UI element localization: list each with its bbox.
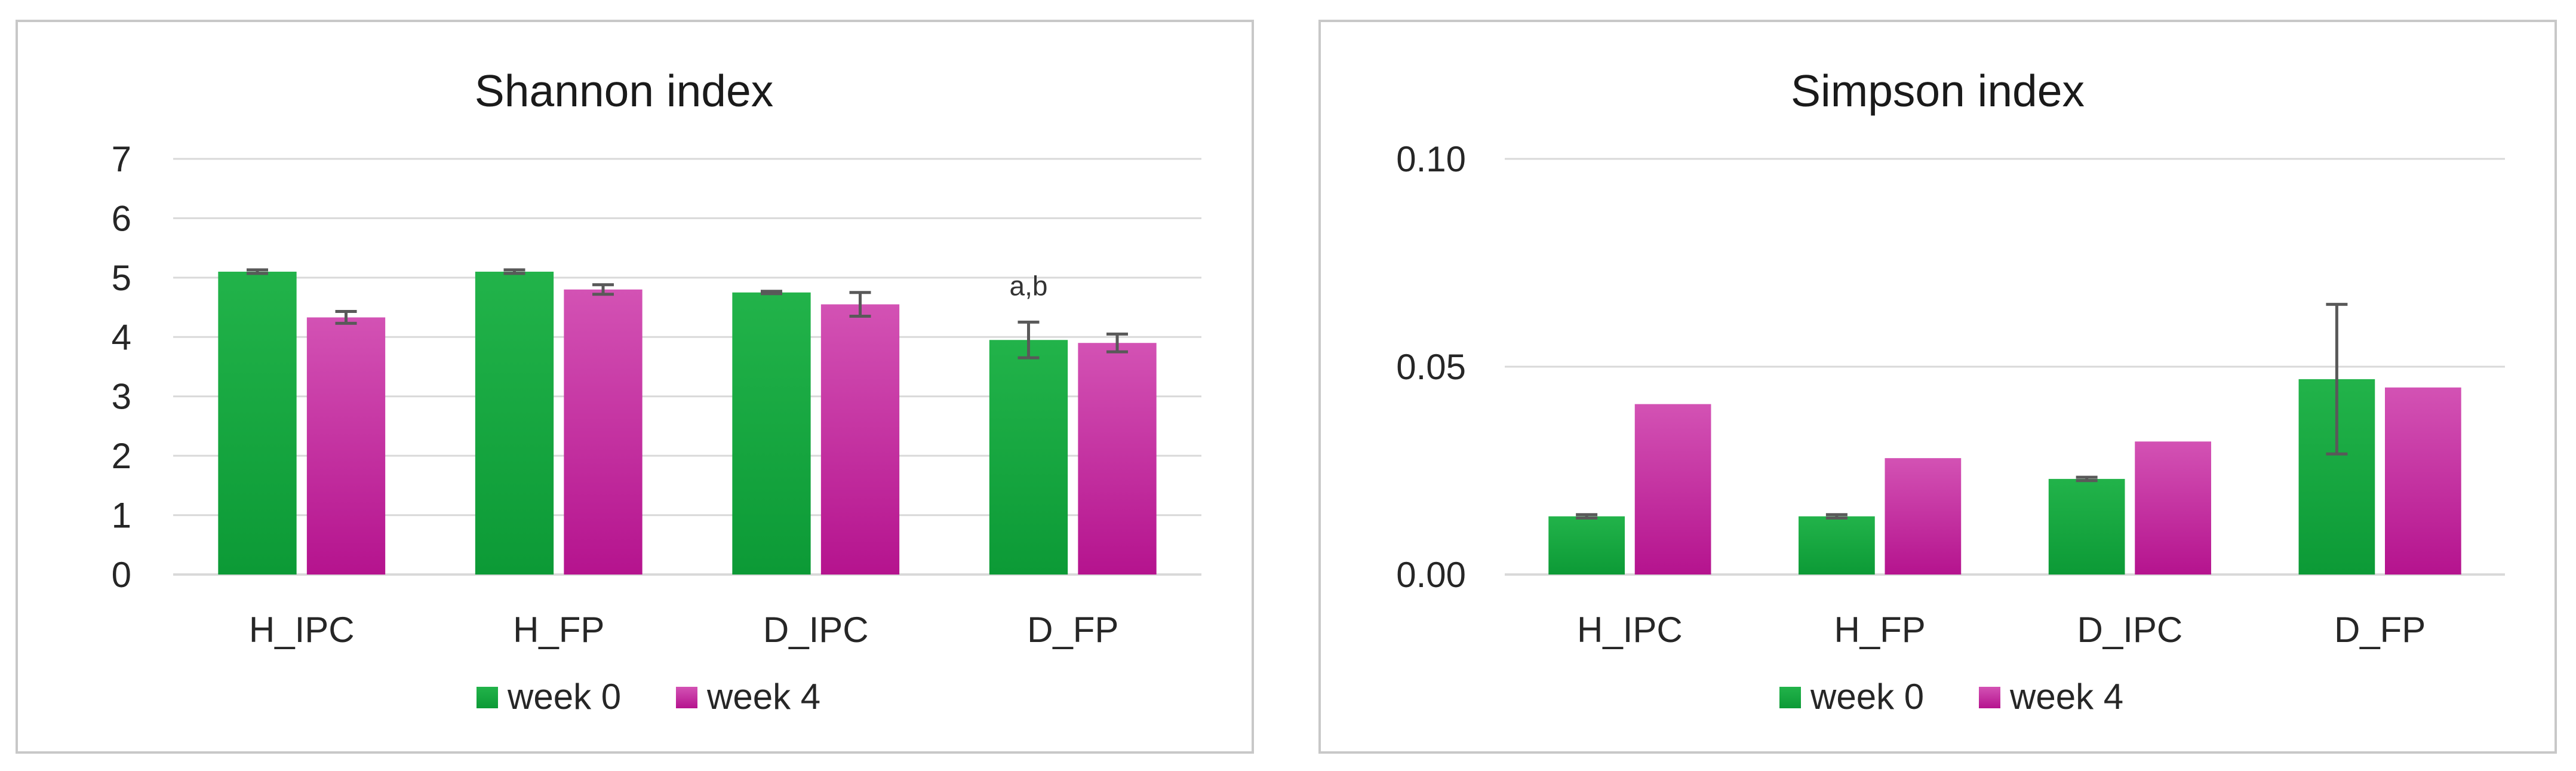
y-tick-label: 4 [112,317,131,357]
bar-week0-d_fp [989,340,1068,575]
shannon-chart-panel: Shannon index 0 1 2 3 4 5 6 7 H_IPC H_FP D_IPC D_F… [16,20,1254,754]
bar-week4-h_ipc [306,317,386,575]
y-tick-label: 0.00 [1396,555,1466,595]
simpson-legend-label-week4: week 4 [2009,677,2123,717]
shannon-legend: week 0 week 4 [477,677,820,717]
bar-week0-h_ipc [218,271,297,575]
shannon-legend-swatch-week0 [477,687,498,708]
shannon-annotations: a,b [1010,270,1048,301]
y-tick-label: 0.05 [1396,347,1466,387]
shannon-legend-label-week0: week 0 [507,677,621,717]
y-tick-label: 5 [112,258,131,298]
bar-week0-h_fp [1799,516,1875,575]
shannon-chart-title: Shannon index [475,66,773,116]
y-tick-label: 2 [112,436,131,476]
y-tick-label: 0.10 [1396,139,1466,179]
simpson-chart-title: Simpson index [1791,66,2085,116]
simpson-y-axis-ticks: 0.00 0.05 0.10 [1396,139,1466,595]
simpson-legend-swatch-week0 [1779,687,1801,708]
x-category-label: D_FP [1027,610,1118,650]
simpson-error-bars [1576,303,2348,520]
simpson-bars [1548,379,2461,575]
shannon-y-axis-ticks: 0 1 2 3 4 5 6 7 [112,139,131,595]
y-tick-label: 6 [112,198,131,238]
bar-week0-d_ipc [2048,478,2125,575]
shannon-legend-swatch-week4 [676,687,697,708]
x-category-label: H_FP [513,610,604,650]
shannon-error-bars [246,268,1129,360]
simpson-chart-panel: Simpson index 0.00 0.05 0.10 H_IPC H_FP D_IP… [1318,20,2557,754]
shannon-bars [218,271,1157,575]
bar-week4-d_fp [2385,387,2461,575]
simpson-legend-swatch-week4 [1979,687,2000,708]
x-category-label: H_IPC [1577,610,1683,650]
bar-week4-d_ipc [820,304,900,575]
simpson-legend-label-week0: week 0 [1810,677,1924,717]
bar-week0-h_fp [475,271,554,575]
simpson-x-axis-labels: H_IPC H_FP D_IPC D_FP [1577,610,2426,650]
y-tick-label: 3 [112,377,131,417]
bar-week0-d_ipc [732,292,811,575]
x-category-label: D_IPC [763,610,869,650]
y-tick-label: 1 [112,496,131,536]
bar-week4-d_ipc [2135,441,2211,575]
bar-week4-h_fp [564,289,643,575]
x-category-label: D_FP [2334,610,2426,650]
shannon-x-axis-labels: H_IPC H_FP D_IPC D_FP [249,610,1119,650]
x-category-label: H_IPC [249,610,355,650]
bar-week4-h_fp [1885,458,1962,575]
shannon-legend-label-week4: week 4 [706,677,820,717]
x-category-label: D_IPC [2077,610,2183,650]
bar-week4-d_fp [1078,343,1157,575]
y-tick-label: 0 [112,555,131,595]
bar-week4-h_ipc [1634,404,1711,575]
y-tick-label: 7 [112,139,131,179]
bar-week0-h_ipc [1548,516,1625,575]
x-category-label: H_FP [1834,610,1925,650]
simpson-legend: week 0 week 4 [1779,677,2123,717]
significance-annotation: a,b [1010,270,1048,301]
